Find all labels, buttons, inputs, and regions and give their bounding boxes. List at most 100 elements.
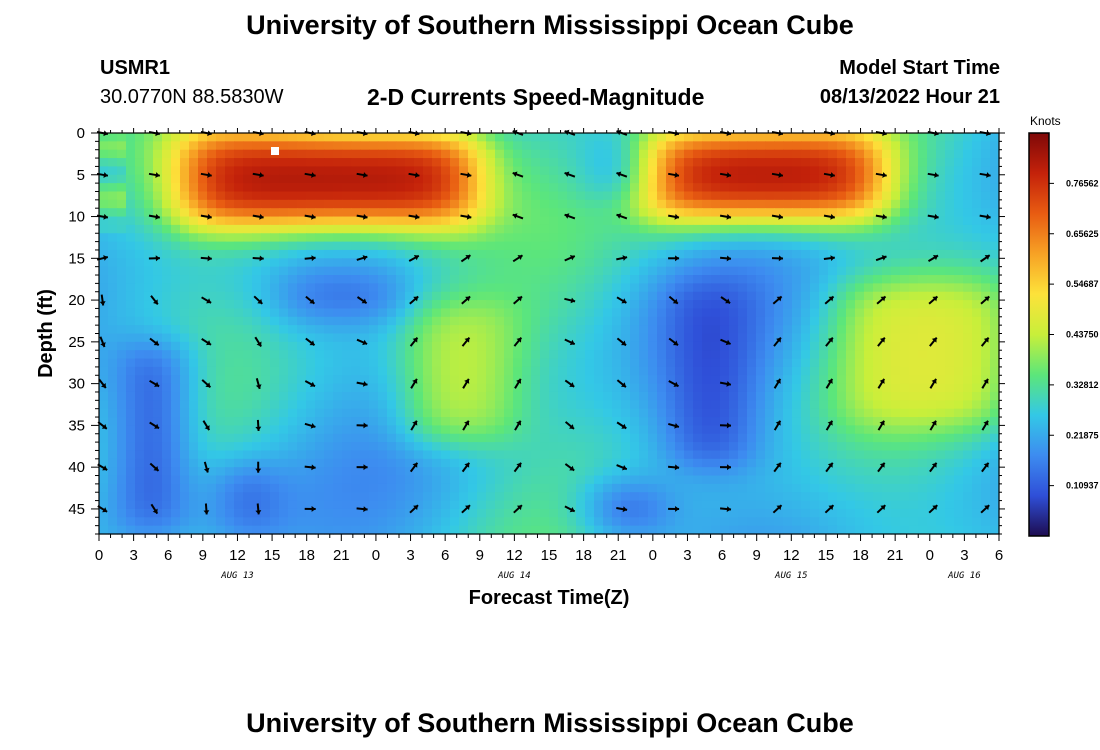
heatmap-cell: [252, 166, 262, 176]
heatmap-cell: [495, 283, 505, 293]
heatmap-cell: [810, 358, 820, 368]
heatmap-cell: [918, 500, 928, 510]
heatmap-cell: [819, 433, 829, 443]
heatmap-cell: [180, 467, 190, 477]
heatmap-cell: [891, 391, 901, 401]
heatmap-cell: [450, 442, 460, 452]
heatmap-cell: [135, 358, 145, 368]
heatmap-cell: [954, 275, 964, 284]
heatmap-cell: [198, 191, 208, 201]
current-arrow: [771, 255, 784, 262]
heatmap-cell: [342, 283, 352, 293]
heatmap-cell: [234, 158, 244, 168]
heatmap-cell: [864, 275, 874, 284]
heatmap-cell: [126, 333, 136, 343]
heatmap-cell: [171, 383, 181, 393]
heatmap-cell: [315, 341, 325, 351]
heatmap-cell: [711, 249, 721, 259]
heatmap-cell: [459, 266, 469, 276]
heatmap-cell: [981, 233, 991, 243]
heatmap-cell: [675, 258, 685, 268]
heatmap-cell: [495, 492, 505, 502]
heatmap-cell: [108, 266, 118, 276]
heatmap-cell: [432, 283, 442, 293]
heatmap-cell: [531, 233, 541, 243]
heatmap-cell: [135, 400, 145, 410]
heatmap-cell: [783, 417, 793, 426]
heatmap-cell: [819, 350, 829, 360]
heatmap-cell: [819, 391, 829, 401]
heatmap-cell: [576, 391, 586, 401]
heatmap-cell: [225, 258, 235, 268]
heatmap-cell: [882, 300, 892, 310]
heatmap-cell: [936, 224, 946, 234]
heatmap-cell: [306, 158, 316, 168]
heatmap-cell: [729, 249, 739, 259]
heatmap-cell: [180, 216, 190, 226]
heatmap-cell: [306, 266, 316, 276]
heatmap-cell: [711, 291, 721, 301]
heatmap-cell: [981, 417, 991, 426]
heatmap-cell: [369, 475, 379, 485]
heatmap-cell: [603, 333, 613, 343]
heatmap-cell: [252, 258, 262, 268]
heatmap-cell: [846, 183, 856, 193]
heatmap-cell: [810, 333, 820, 343]
heatmap-cell: [990, 216, 1000, 226]
heatmap-cell: [990, 291, 1000, 301]
heatmap-cell: [441, 408, 451, 418]
heatmap-cell: [792, 350, 802, 360]
current-arrow: [148, 172, 160, 178]
heatmap-cell: [747, 316, 757, 326]
heatmap-cell: [396, 283, 406, 293]
heatmap-cell: [432, 508, 442, 518]
heatmap-cell: [414, 508, 424, 518]
heatmap-cell: [243, 500, 253, 510]
heatmap-cell: [477, 383, 487, 393]
heatmap-cell: [387, 375, 397, 385]
heatmap-cell: [450, 517, 460, 527]
heatmap-cell: [972, 433, 982, 443]
heatmap-cell: [387, 433, 397, 443]
heatmap-cell: [684, 233, 694, 243]
heatmap-cell: [423, 417, 433, 426]
heatmap-cell: [738, 191, 748, 201]
current-arrow: [824, 504, 835, 514]
heatmap-cell: [720, 158, 730, 168]
heatmap-cell: [810, 208, 820, 218]
heatmap-cell: [288, 191, 298, 201]
heatmap-cell: [747, 208, 757, 218]
heatmap-cell: [423, 283, 433, 293]
heatmap-cell: [837, 258, 847, 268]
heatmap-cell: [639, 233, 649, 243]
heatmap-cell: [441, 517, 451, 527]
heatmap-cell: [657, 366, 667, 376]
heatmap-cell: [144, 224, 154, 234]
heatmap-cell: [513, 208, 523, 218]
heatmap-cell: [774, 458, 784, 468]
heatmap-cell: [693, 408, 703, 418]
heatmap-cell: [918, 191, 928, 201]
heatmap-cell: [900, 333, 910, 343]
heatmap-cell: [387, 208, 397, 218]
heatmap-cell: [315, 508, 325, 518]
heatmap-cell: [846, 291, 856, 301]
heatmap-cell: [288, 158, 298, 168]
heatmap-cell: [261, 391, 271, 401]
heatmap-cell: [441, 400, 451, 410]
heatmap-cell: [873, 183, 883, 193]
heatmap-cell: [909, 517, 919, 527]
heatmap-cell: [576, 199, 586, 209]
heatmap-cell: [306, 358, 316, 368]
heatmap-cell: [180, 183, 190, 193]
heatmap-cell: [171, 350, 181, 360]
heatmap-cell: [324, 249, 334, 259]
heatmap-cell: [144, 425, 154, 435]
heatmap-cell: [180, 458, 190, 468]
heatmap-cell: [909, 216, 919, 226]
heatmap-cell: [225, 425, 235, 435]
heatmap-cell: [819, 249, 829, 259]
heatmap-cell: [468, 275, 478, 284]
heatmap-cell: [549, 383, 559, 393]
heatmap-cell: [405, 483, 415, 493]
